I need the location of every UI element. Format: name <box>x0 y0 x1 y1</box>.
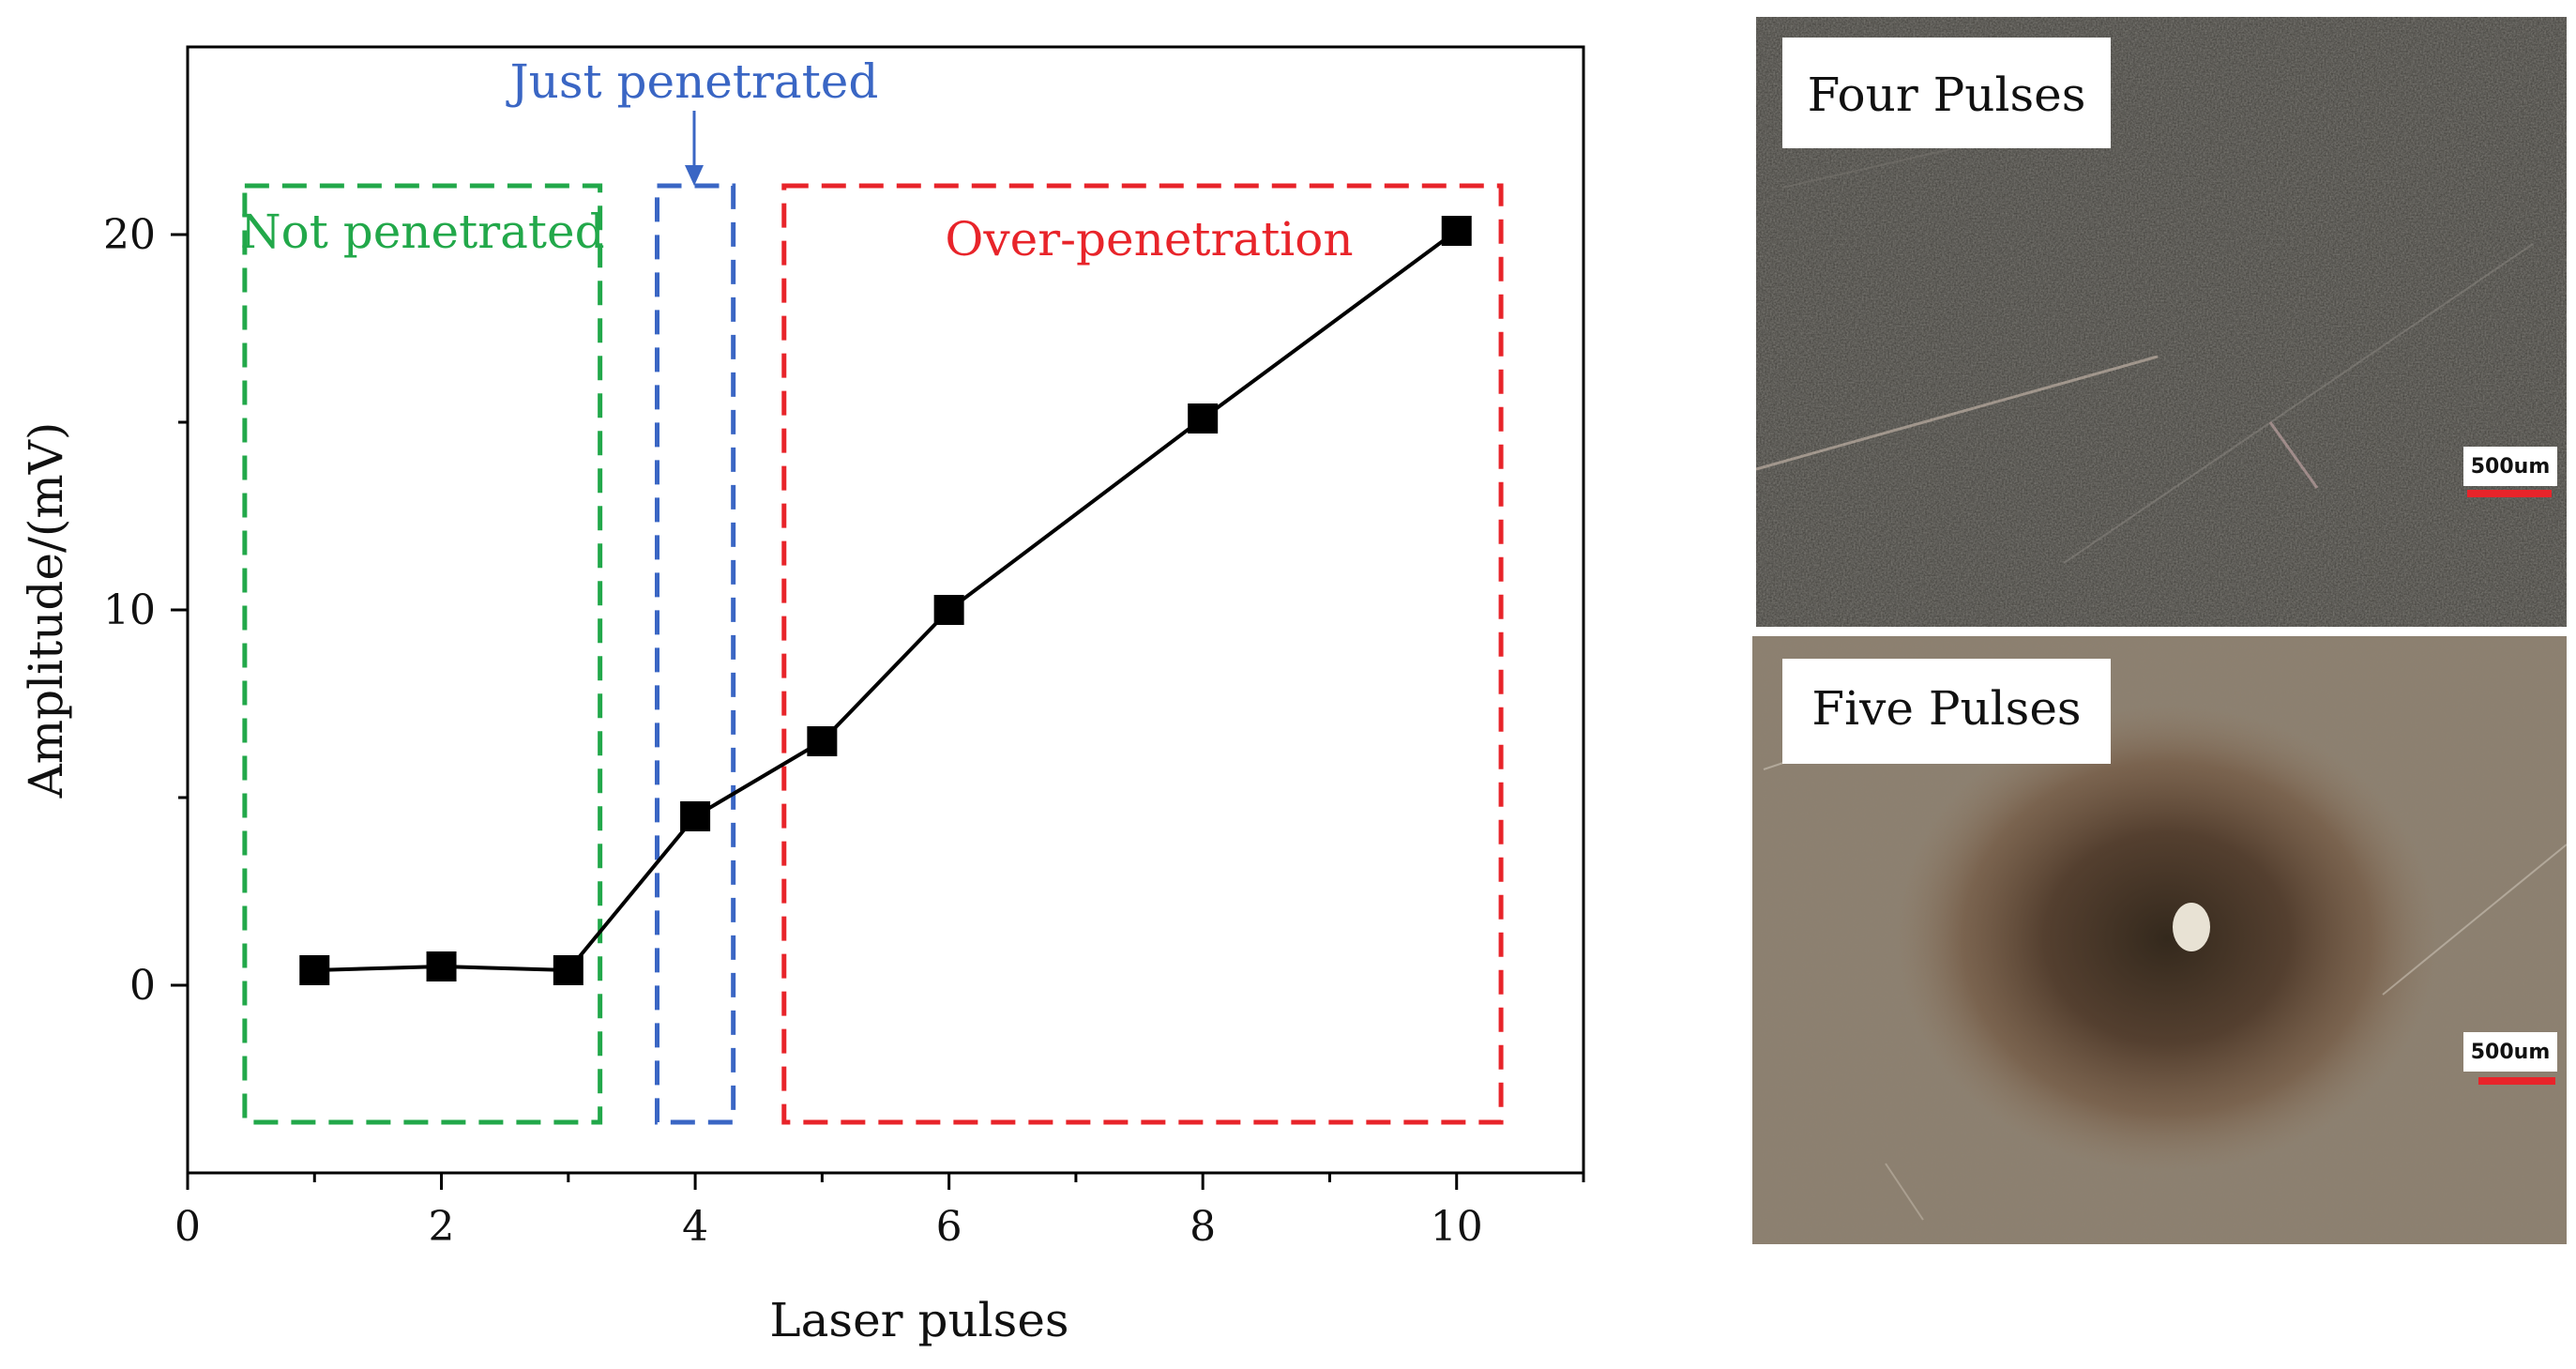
x-tick-label: 0 <box>174 1203 201 1251</box>
photo-label-box <box>1782 38 2111 148</box>
data-point <box>426 951 457 981</box>
photo-label: Five Pulses <box>1811 681 2081 736</box>
region-label: Not penetrated <box>240 205 605 259</box>
data-point <box>680 801 711 831</box>
data-point <box>807 726 838 756</box>
photo-label: Four Pulses <box>1808 68 2086 122</box>
y-tick-label: 20 <box>103 211 156 259</box>
region-box <box>781 183 1504 1125</box>
y-tick-label: 0 <box>129 962 156 1010</box>
region-label: Just penetrated <box>506 54 879 109</box>
x-tick-label: 6 <box>936 1203 962 1251</box>
data-point <box>299 955 330 985</box>
data-point <box>1188 403 1219 434</box>
photo-four-pulses: Four Pulses 500um <box>1756 17 2567 627</box>
data-point <box>933 595 964 625</box>
series-group <box>299 216 1472 985</box>
region-box <box>242 183 603 1125</box>
y-tick-label: 10 <box>103 586 156 634</box>
x-axis: 0 2 4 6 8 10 <box>174 1173 1585 1251</box>
scale-bar-box <box>2463 447 2557 486</box>
scale-bar-text: 500um <box>2471 1041 2551 1064</box>
x-tick-label: 8 <box>1190 1203 1216 1251</box>
x-tick-label: 4 <box>682 1203 708 1251</box>
x-tick-label: 10 <box>1431 1203 1483 1251</box>
scale-bar-text: 500um <box>2471 455 2551 479</box>
scale-bar <box>2478 1077 2555 1085</box>
scale-bar-box <box>2463 1032 2557 1072</box>
data-point <box>1441 216 1472 246</box>
scale-bar <box>2467 490 2552 497</box>
x-axis-title: Laser pulses <box>769 1293 1068 1347</box>
just-penetrated-arrow <box>685 111 704 186</box>
photo-five-pulses: Five Pulses 500um <box>1752 636 2567 1244</box>
data-point <box>553 955 583 985</box>
region-label: Over-penetration <box>945 212 1353 266</box>
y-axis: 0 10 20 <box>103 211 188 1010</box>
x-tick-label: 2 <box>429 1203 455 1251</box>
photo-label-box <box>1782 659 2111 764</box>
y-axis-title: Amplitude/(mV) <box>19 422 73 799</box>
series-line <box>314 229 1458 973</box>
region-box <box>655 183 736 1125</box>
region-boxes: Not penetrated Just penetrated Over-penetr… <box>240 54 1504 1125</box>
